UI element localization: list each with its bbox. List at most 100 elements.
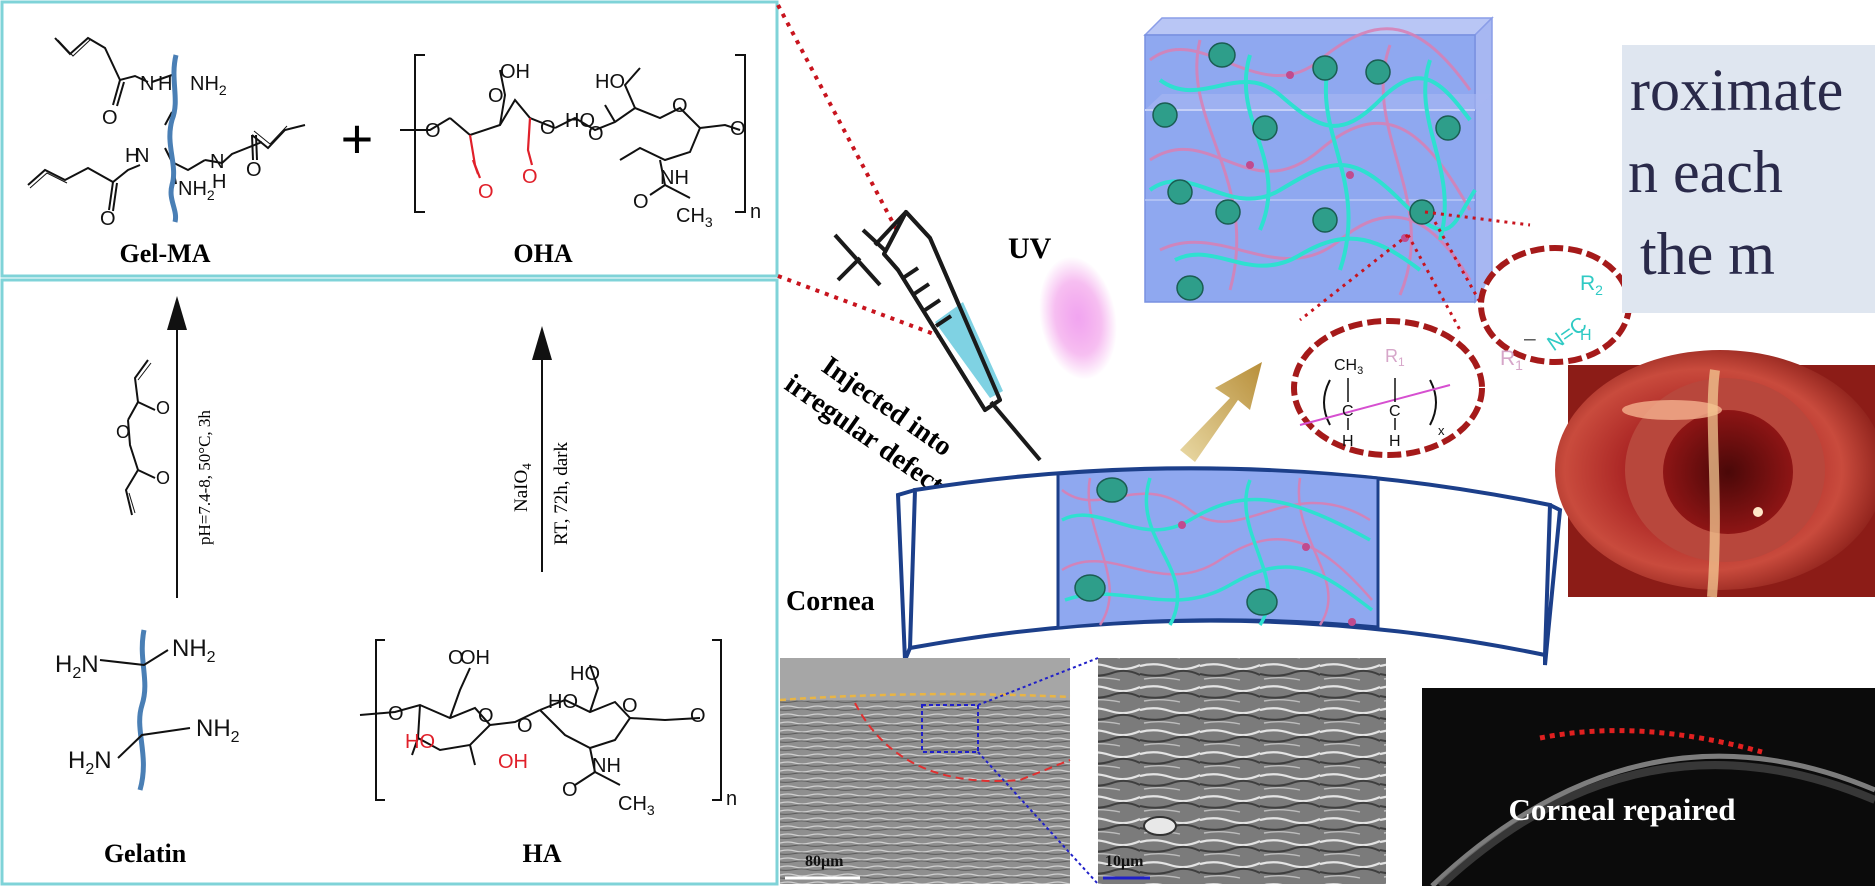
polymer-structure: CH3 C C H H x R1: [1299, 346, 1451, 450]
ha-atoms: OH O O O HO HO O O NH O CH3 n O: [388, 647, 737, 818]
gelma-nh2-2: NH2: [178, 178, 215, 203]
anhydride-structure: [124, 359, 156, 516]
gelma-nh2-1: NH2: [190, 73, 227, 98]
polymer-h-2: H: [1389, 433, 1401, 450]
gelma-nh-3: N: [210, 151, 224, 173]
ha-o-end: O: [690, 705, 706, 727]
gelma-h-3: H: [212, 171, 226, 193]
text-line-3: the m: [1640, 221, 1775, 287]
oha-o-carbonyl: O: [488, 85, 504, 107]
ha-o-link: O: [517, 715, 533, 737]
polymer-c-2: C: [1389, 403, 1401, 420]
gold-arrow: [1180, 362, 1262, 462]
oha-aldehyde-o-2: O: [522, 166, 538, 188]
ha-o-carbonyl: O: [448, 647, 464, 669]
gelma-h-2: H: [125, 145, 139, 167]
oha-ch3: CH3: [676, 205, 713, 230]
uv-glow: [1039, 256, 1117, 380]
gelatin-nh2-2: NH2: [196, 715, 240, 746]
oha-o-ring: O: [672, 95, 688, 117]
ha-ch3: CH3: [618, 793, 655, 818]
anhydride-o-2: O: [156, 468, 170, 488]
imine-dash: –: [1524, 327, 1536, 350]
oha-o-3: O: [588, 123, 604, 145]
cornea: [895, 466, 1563, 666]
gelma-o-2: O: [100, 208, 116, 230]
oct-image: Corneal repaired: [1422, 688, 1875, 886]
sem-left-scale: 80μm: [805, 853, 844, 870]
oha-ho-1: HO: [595, 71, 625, 93]
reaction2-reagent: NaIO4: [511, 463, 534, 512]
gelma-o-1: O: [102, 107, 118, 129]
ha-o-ring-1: O: [478, 705, 494, 727]
polymer-oval: [1291, 318, 1485, 458]
gelma-nh-2: N: [135, 145, 149, 167]
zoom-dotted-lines: [776, 4, 962, 351]
eye-photo: [1555, 350, 1875, 598]
oval-dotted-lines: [1299, 210, 1531, 331]
oha-cooh: OH: [500, 61, 530, 83]
gelatin-nh2-1: NH2: [172, 635, 216, 666]
ha-label: HA: [523, 839, 562, 868]
oha-o-5: O: [633, 191, 649, 213]
imine-h: H: [1580, 327, 1592, 344]
oha-aldehydes: [468, 117, 534, 179]
polymer-h-1: H: [1342, 433, 1354, 450]
gelatin-h2n-2: H2N: [68, 747, 112, 778]
syringe: [833, 210, 1042, 462]
gelma-backbone: [167, 54, 179, 223]
top-left-panel-border: [0, 0, 779, 278]
uv-label: UV: [1008, 232, 1052, 265]
gelma-atoms: N H NH2 O N H N H NH2 O O: [100, 73, 262, 230]
ha-oh-red: OH: [498, 751, 528, 773]
oha-o-2: O: [540, 117, 556, 139]
ha-ho-red: HO: [405, 731, 435, 753]
oha-n-subscript: n: [750, 201, 761, 223]
hydrogel-cube: [1143, 16, 1494, 304]
sem-left: 80μm: [779, 658, 1071, 884]
ha-cooh: OH: [460, 647, 490, 669]
anhydride-atoms: O O O: [116, 398, 170, 488]
ha-nh: NH: [592, 755, 621, 777]
cornea-label: Cornea: [786, 586, 875, 617]
ha-o-amide: O: [562, 779, 578, 801]
gelatin-label: Gelatin: [104, 839, 187, 868]
imine-r1: R1: [1500, 347, 1523, 373]
gelatin-h2n-1: H2N: [55, 651, 99, 682]
gelma-o-3: O: [246, 159, 262, 181]
gelatin-atoms: H2N NH2 NH2 H2N: [55, 635, 240, 778]
ha-ho: HO: [570, 663, 600, 685]
oha-ho-2: HO: [565, 110, 595, 132]
oha-aldehyde-o-1: O: [478, 181, 494, 203]
anhydride-o-1: O: [156, 398, 170, 418]
text-line-1: roximate: [1630, 57, 1843, 123]
ha-n-subscript: n: [726, 788, 737, 810]
reaction2-conditions: RT, 72h, dark: [551, 442, 572, 545]
text-line-2: n each: [1628, 139, 1783, 205]
gelma-h-1: H: [158, 73, 172, 95]
anhydride-o-bridge: O: [116, 422, 130, 442]
bottom-left-panel-border: [0, 278, 779, 886]
ha-o-left: O: [388, 703, 404, 725]
oha-o-4: O: [730, 118, 746, 140]
oha-red-atoms: O O: [478, 166, 538, 203]
ha-structure: [359, 639, 722, 801]
gelma-structure: [27, 36, 306, 212]
ha-o-ring-2: O: [622, 695, 638, 717]
polymer-c-1: C: [1342, 403, 1354, 420]
oha-atoms: O OH O O O HO HO O O NH O CH3 n: [425, 61, 761, 230]
plus-sign: +: [341, 107, 374, 170]
sem-right: 10μm: [1098, 658, 1386, 884]
ha-red-atoms: HO OH: [405, 731, 528, 773]
gelma-label: Gel-MA: [120, 239, 211, 268]
oct-label: Corneal repaired: [1508, 792, 1735, 827]
reaction-arrows: [167, 296, 552, 598]
text-transparency-photo: roximate n each the m: [1622, 45, 1875, 313]
oha-structure: [400, 54, 746, 213]
polymer-x: x: [1438, 423, 1445, 438]
polymer-ch3: CH3: [1334, 357, 1363, 377]
ha-ho-2: HO: [548, 691, 578, 713]
gelma-nh-1: N: [140, 73, 154, 95]
oha-nh: NH: [660, 167, 689, 189]
